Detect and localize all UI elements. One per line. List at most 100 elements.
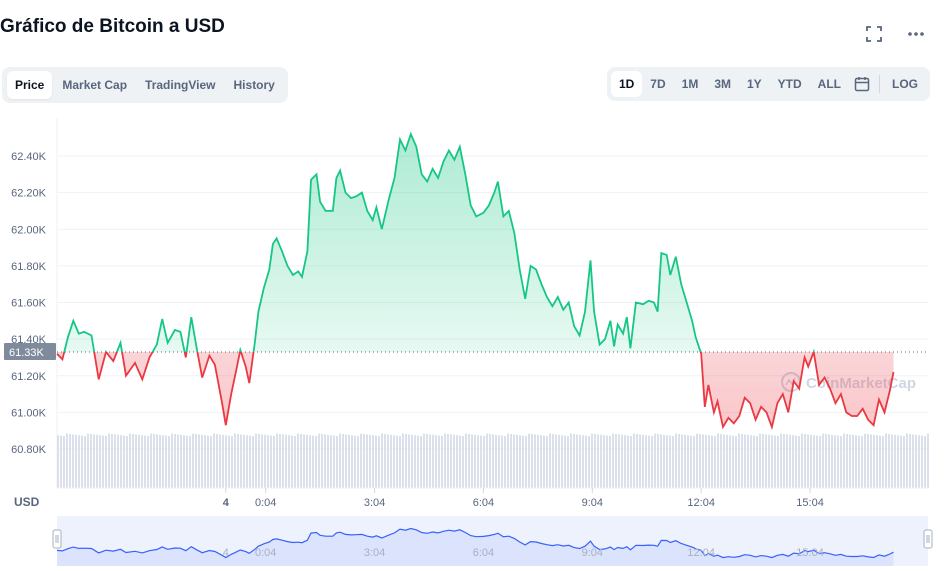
volume-bar [552,434,554,488]
range-ytd[interactable]: YTD [777,77,802,91]
tab-tradingview[interactable]: TradingView [145,78,216,92]
volume-bar [267,435,269,488]
volume-bar [576,434,578,488]
volume-bar [156,434,158,488]
range-all[interactable]: ALL [817,77,841,91]
navigator-tick-label: 9:04 [582,547,603,559]
volume-bar [603,435,605,488]
volume-bar [684,434,686,488]
navigator-handle-right[interactable] [923,529,933,549]
volume-bar [507,433,509,488]
volume-bar [618,434,620,488]
volume-bar [414,435,416,488]
volume-bar [654,433,656,488]
volume-bar [75,434,77,488]
volume-bar [699,434,701,488]
volume-bar [501,435,503,488]
volume-bar [396,435,398,488]
volume-bar [897,435,899,488]
volume-bar [183,435,185,488]
x-tick-label: 4 [223,497,230,509]
y-tick-label: 61.60K [11,298,47,310]
volume-bar [531,434,533,488]
volume-bar [366,434,368,488]
volume-bar [102,435,104,488]
volume-bar [282,434,284,488]
volume-bars [57,433,929,488]
volume-bar [741,434,743,488]
volume-bar [57,435,59,488]
volume-bar [468,434,470,488]
volume-bar [273,436,275,488]
volume-bar [663,434,665,488]
range-7d[interactable]: 7D [650,77,666,91]
volume-bar [720,434,722,488]
volume-bar [429,434,431,488]
volume-bar [657,434,659,488]
volume-bar [558,434,560,488]
volume-bar [585,435,587,488]
volume-bar [909,434,911,488]
tab-market-cap[interactable]: Market Cap [62,78,128,92]
volume-bar [843,433,845,488]
volume-bar [885,433,887,488]
calendar-icon[interactable] [849,71,875,97]
volume-bar [165,435,167,488]
range-1d[interactable]: 1D [610,71,643,97]
volume-bar [636,434,638,488]
range-3m[interactable]: 3M [714,77,731,91]
more-horizontal-icon[interactable] [906,24,926,44]
volume-bar [222,434,224,488]
y-tick-label: 61.80K [11,261,47,273]
volume-bar [225,435,227,488]
volume-bar [690,435,692,488]
volume-bar [780,433,782,488]
volume-bar [519,435,521,488]
range-1m[interactable]: 1M [681,77,699,91]
volume-bar [123,435,125,488]
volume-bar [303,434,305,488]
volume-bar [324,434,326,488]
volume-bar [609,436,611,488]
volume-bar [621,434,623,488]
volume-bar [480,435,482,488]
volume-bar [819,436,821,488]
volume-bar [243,434,245,488]
log-scale-toggle[interactable]: LOG [892,77,918,91]
y-tick-label: 62.20K [11,188,47,200]
x-tick-label: 3:04 [364,497,385,509]
volume-bar [687,435,689,488]
volume-bar [504,436,506,488]
volume-bar [129,433,131,488]
volume-bar [681,434,683,488]
navigator-area [57,528,894,566]
volume-bar [327,434,329,488]
range-1y[interactable]: 1Y [746,77,762,91]
fullscreen-icon[interactable] [864,24,884,44]
volume-bar [747,434,749,488]
volume-bar [915,434,917,488]
volume-bar [336,436,338,488]
volume-bar [453,434,455,488]
volume-bar [147,436,149,488]
volume-bar [342,434,344,488]
volume-bar [270,435,272,488]
volume-bar [786,434,788,488]
tab-price[interactable]: Price [7,71,53,99]
volume-bar [660,434,662,488]
volume-bar [63,436,65,488]
y-tick-label: 62.40K [11,151,47,163]
volume-bar [300,434,302,488]
volume-bar [615,434,617,488]
tab-history[interactable]: History [233,78,275,92]
volume-bar [486,433,488,488]
volume-bar [879,435,881,488]
volume-bar [801,433,803,488]
volume-bar [117,434,119,488]
volume-bar [900,435,902,488]
navigator-handle-left[interactable] [52,529,62,549]
volume-bar [345,434,347,488]
volume-bar [759,433,761,488]
volume-bar [816,435,818,488]
